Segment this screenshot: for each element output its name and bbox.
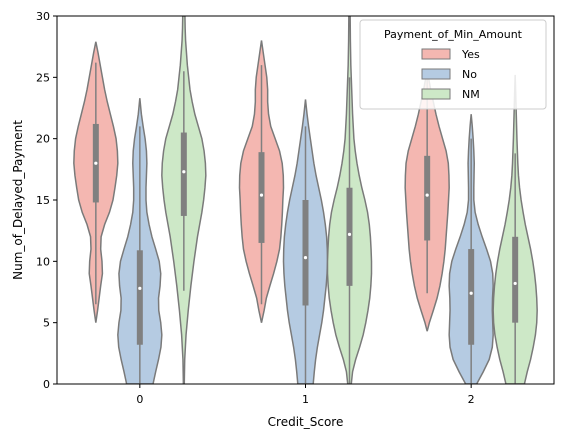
legend-label-no: No bbox=[462, 68, 477, 81]
x-axis-label: Credit_Score bbox=[268, 415, 344, 429]
violin-iqr-box bbox=[468, 249, 475, 345]
legend-title: Payment_of_Min_Amount bbox=[384, 28, 523, 41]
y-tick-label: 20 bbox=[36, 133, 50, 146]
violin-iqr-box bbox=[302, 200, 309, 306]
violin-median bbox=[347, 232, 352, 236]
legend-label-nm: NM bbox=[462, 88, 480, 101]
violin-iqr-box bbox=[346, 187, 353, 286]
violin-median bbox=[303, 256, 308, 260]
violin-median bbox=[469, 291, 473, 295]
legend: Payment_of_Min_Amount Yes No NM bbox=[359, 19, 547, 110]
x-tick-label: 1 bbox=[302, 393, 309, 406]
violin-median bbox=[259, 193, 264, 197]
violin-iqr-box bbox=[258, 152, 265, 243]
violin-median bbox=[425, 193, 429, 197]
violin-iqr-box bbox=[512, 236, 519, 323]
legend-swatch-no bbox=[421, 68, 451, 80]
legend-swatch-nm bbox=[421, 88, 451, 100]
violin-median bbox=[94, 161, 98, 165]
x-tick-label: 2 bbox=[468, 393, 475, 406]
legend-swatch-yes bbox=[421, 48, 451, 60]
violin-iqr-box bbox=[136, 250, 143, 345]
violin-median bbox=[513, 281, 517, 286]
legend-label-yes: Yes bbox=[461, 48, 480, 61]
violin-median bbox=[182, 170, 186, 174]
y-axis-label: Num_of_Delayed_Payment bbox=[11, 120, 25, 280]
y-tick-label: 0 bbox=[43, 378, 50, 391]
plot-area bbox=[73, 16, 538, 384]
y-tick-label: 5 bbox=[43, 317, 50, 330]
violin-iqr-box bbox=[180, 132, 187, 216]
legend-frame bbox=[359, 19, 547, 110]
x-tick-label: 0 bbox=[136, 393, 143, 406]
y-tick-label: 15 bbox=[36, 194, 50, 207]
y-tick-label: 30 bbox=[36, 10, 50, 23]
axes: 0 5 10 15 20 25 30 0 1 2 bbox=[36, 10, 555, 406]
y-tick-label: 25 bbox=[36, 71, 50, 84]
violin-median bbox=[138, 286, 142, 290]
violin-iqr-box bbox=[424, 155, 431, 241]
y-tick-label: 10 bbox=[36, 255, 50, 268]
